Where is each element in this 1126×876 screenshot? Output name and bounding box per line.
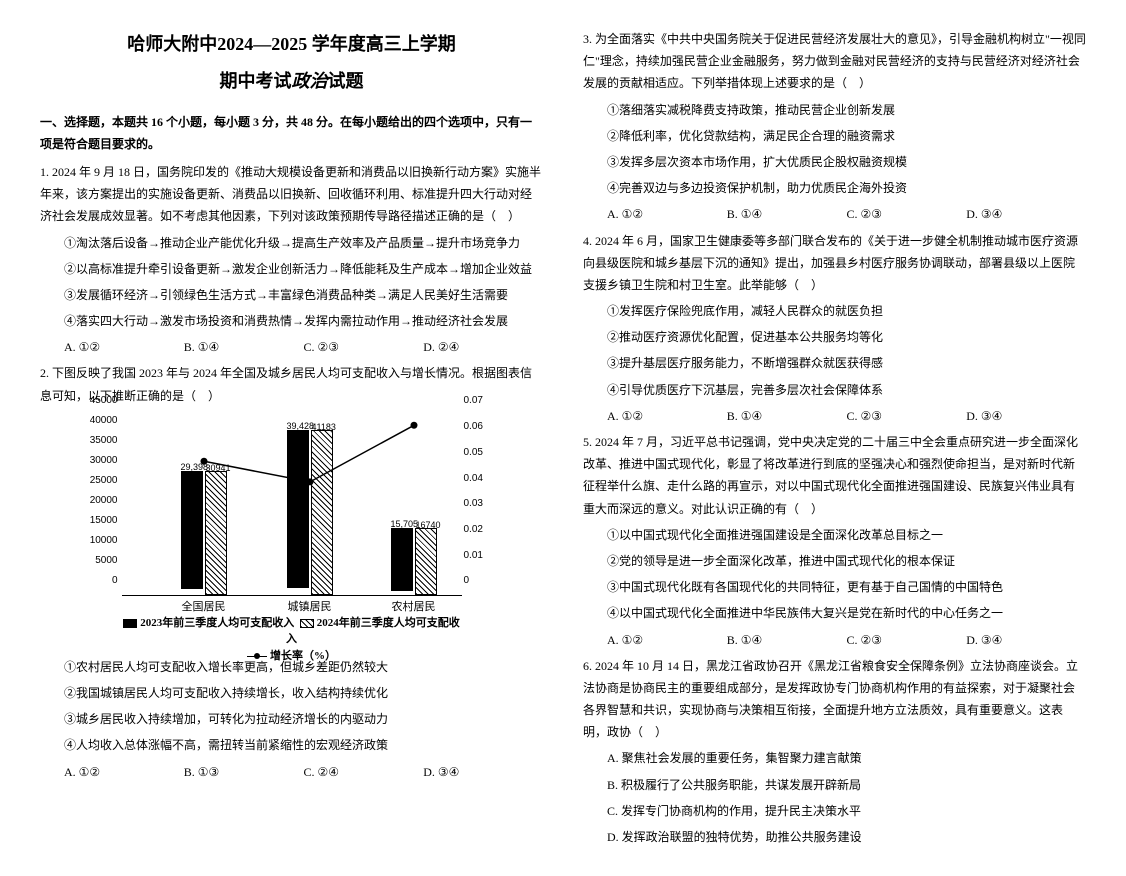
q1-opt2: ②以高标准提升牵引设备更新→激发企业创新活力→降低能耗及生产成本→增加企业效益: [40, 258, 543, 280]
q4-choices: A. ①② B. ①④ C. ②③ D. ③④: [583, 405, 1086, 427]
q2-opt2: ②我国城镇居民人均可支配收入持续增长，收入结构持续优化: [40, 682, 543, 704]
q3-opt4: ④完善双边与多边投资保护机制，助力优质民企海外投资: [583, 177, 1086, 199]
q4-stem: 4. 2024 年 6 月，国家卫生健康委等多部门联合发布的《关于进一步健全机制…: [583, 230, 1086, 297]
q5-opt4: ④以中国式现代化全面推进中华民族伟大复兴是党在新时代的中心任务之一: [583, 602, 1086, 624]
q4-opt1: ①发挥医疗保险兜底作用，减轻人民群众的就医负担: [583, 300, 1086, 322]
q5-stem: 5. 2024 年 7 月，习近平总书记强调，党中央决定党的二十届三中全会重点研…: [583, 431, 1086, 520]
q3-opt3: ③发挥多层次资本市场作用，扩大优质民企股权融资规模: [583, 151, 1086, 173]
q5-opt3: ③中国式现代化既有各国现代化的共同特征，更有基于自己国情的中国特色: [583, 576, 1086, 598]
q5-opt1: ①以中国式现代化全面推进强国建设是全面深化改革总目标之一: [583, 524, 1086, 546]
q3-opt2: ②降低利率，优化贷款结构，满足民企合理的融资需求: [583, 125, 1086, 147]
q1-opt4: ④落实四大行动→激发市场投资和消费热情→发挥内需拉动作用→推动经济社会发展: [40, 310, 543, 332]
q1-opt1: ①淘汰落后设备→推动企业产能优化升级→提高生产效率及产品质量→提升市场竞争力: [40, 232, 543, 254]
q6-optB: B. 积极履行了公共服务职能，共谋发展开辟新局: [583, 774, 1086, 796]
q6-stem: 6. 2024 年 10 月 14 日，黑龙江省政协召开《黑龙江省粮食安全保障条…: [583, 655, 1086, 744]
q6-optA: A. 聚焦社会发展的重要任务，集智聚力建言献策: [583, 747, 1086, 769]
q3-stem: 3. 为全面落实《中共中央国务院关于促进民营经济发展壮大的意见》，引导金融机构树…: [583, 28, 1086, 95]
q4-opt3: ③提升基层医疗服务能力，不断增强群众就医获得感: [583, 352, 1086, 374]
section-header: 一、选择题，本题共 16 个小题，每小题 3 分，共 48 分。在每小题给出的四…: [40, 111, 543, 155]
q4-opt2: ②推动医疗资源优化配置，促进基本公共服务均等化: [583, 326, 1086, 348]
title-line1: 哈师大附中2024—2025 学年度高三上学期: [40, 28, 543, 61]
left-column: 哈师大附中2024—2025 学年度高三上学期 期中考试政治试题 一、选择题，本…: [40, 24, 543, 852]
q3-choices: A. ①② B. ①④ C. ②③ D. ③④: [583, 203, 1086, 225]
right-column: 3. 为全面落实《中共中央国务院关于促进民营经济发展壮大的意见》，引导金融机构树…: [583, 24, 1086, 852]
q3-opt1: ①落细落实减税降费支持政策，推动民营企业创新发展: [583, 99, 1086, 121]
q5-choices: A. ①② B. ①④ C. ②③ D. ③④: [583, 629, 1086, 651]
q6-optC: C. 发挥专门协商机构的作用，提升民主决策水平: [583, 800, 1086, 822]
q2-opt3: ③城乡居民收入持续增加，可转化为拉动经济增长的内驱动力: [40, 708, 543, 730]
income-chart: 0500010000150002000025000300003500040000…: [122, 415, 462, 596]
q1-stem: 1. 2024 年 9 月 18 日，国务院印发的《推动大规模设备更新和消费品以…: [40, 161, 543, 228]
q6-optD: D. 发挥政治联盟的独特优势，助推公共服务建设: [583, 826, 1086, 848]
q5-opt2: ②党的领导是进一步全面深化改革，推进中国式现代化的根本保证: [583, 550, 1086, 572]
chart-legend: 2023年前三季度人均可支配收入 2024年前三季度人均可支配收入 增长率（%）: [122, 615, 462, 665]
q2-opt4: ④人均收入总体涨幅不高，需扭转当前紧缩性的宏观经济政策: [40, 734, 543, 756]
q2-choices: A. ①② B. ①③ C. ②④ D. ③④: [40, 761, 543, 783]
q1-opt3: ③发展循环经济→引领绿色生活方式→丰富绿色消费品种类→满足人民美好生活需要: [40, 284, 543, 306]
title-line2: 期中考试政治试题: [40, 65, 543, 98]
q1-choices: A. ①② B. ①④ C. ②③ D. ②④: [40, 336, 543, 358]
q4-opt4: ④引导优质医疗下沉基层，完善多层次社会保障体系: [583, 379, 1086, 401]
